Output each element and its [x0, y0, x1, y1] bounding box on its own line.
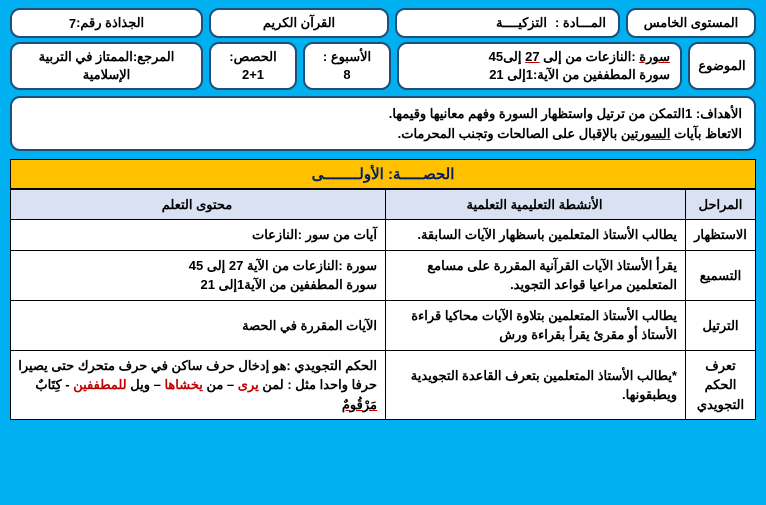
t1c: 27 — [525, 49, 539, 64]
topic-line2: سورة المطففين من الآية:1إلى 21 — [489, 66, 670, 84]
fiche-num: 7 — [69, 16, 76, 31]
t1e: 45 — [489, 49, 503, 64]
quran-box: القرآن الكريم — [209, 8, 389, 38]
t1d: إلى — [503, 49, 525, 64]
ref-val: الممتاز في التربية الإسلامية — [39, 49, 133, 82]
topic-value-box: سورة :النازعات من إلى 27 إلى45 سورة المط… — [397, 42, 682, 90]
c1b: سورة المطففين من الآية1إلى 21 — [17, 275, 377, 295]
stage-cell: تعرف الحكم التجويدي — [686, 350, 756, 420]
g1a: 1التمكن من ترتيل واستظهار السورة وفهم مع… — [389, 106, 696, 121]
ref-box: المرجع:الممتاز في التربية الإسلامية — [10, 42, 203, 90]
lesson-table: المراحل الأنشطة التعليمية التعلمية محتوى… — [10, 189, 756, 420]
stage-cell: التسميع — [686, 250, 756, 300]
act-cell: يقرأ الأستاذ الآيات القرآنية المقررة على… — [386, 250, 686, 300]
header-row-1: المستوى الخامس المـــادة : التزكيــــة ا… — [10, 8, 756, 38]
t2d: 21 — [489, 67, 503, 82]
sessions-box: الحصص: 2+1 — [209, 42, 297, 90]
table-row: تعرف الحكم التجويدي *يطالب الأستاذ المتع… — [11, 350, 756, 420]
table-row: الاستظهار يطالب الأستاذ المتعلمين باسظها… — [11, 220, 756, 251]
stage-cell: الترتيل — [686, 300, 756, 350]
content-cell: آيات من سور :النازعات — [11, 220, 386, 251]
goals-label: الأهداف: — [696, 106, 742, 121]
stage-cell: الاستظهار — [686, 220, 756, 251]
sessions-val: 2+1 — [242, 66, 264, 84]
content-cell: الآيات المقررة في الحصة — [11, 300, 386, 350]
ce: – ويل — [127, 377, 165, 392]
content-cell: سورة :النازعات من الآية 27 إلى 45 سورة ا… — [11, 250, 386, 300]
act-cell: *يطالب الأستاذ المتعلمين بتعرف القاعدة ا… — [386, 350, 686, 420]
c1a: سورة :النازعات من الآية 27 إلى 45 — [17, 256, 377, 276]
ch: مَرْقُومٌ — [342, 397, 377, 412]
topic-label-box: الموضوع — [688, 42, 756, 90]
t2b: 1 — [526, 67, 533, 82]
cb: يرى — [238, 377, 259, 392]
week-label: الأسبوع : — [323, 48, 371, 66]
subject-label: المـــادة : — [555, 15, 606, 31]
t2a: سورة المطففين من الآية: — [533, 67, 670, 82]
table-row: التسميع يقرأ الأستاذ الآيات القرآنية الم… — [11, 250, 756, 300]
sessions-label: الحصص: — [229, 48, 277, 66]
cg: - كِتَابٌ — [35, 377, 73, 392]
topic-line1: سورة :النازعات من إلى 27 إلى45 — [489, 48, 670, 66]
table-header-row: المراحل الأنشطة التعليمية التعلمية محتوى… — [11, 190, 756, 220]
level-box: المستوى الخامس — [626, 8, 756, 38]
g2a: الاتعاظ بآيات — [670, 126, 742, 141]
header-row-2: الموضوع سورة :النازعات من إلى 27 إلى45 س… — [10, 42, 756, 90]
subject-box: المـــادة : التزكيــــة — [395, 8, 620, 38]
subject-value: التزكيــــة — [496, 15, 547, 31]
act-cell: يطالب الأستاذ المتعلمين بتلاوة الآيات مح… — [386, 300, 686, 350]
act-cell: يطالب الأستاذ المتعلمين باسظهار الآيات ا… — [386, 220, 686, 251]
session-title: الحصـــــة: الأولــــــــى — [10, 159, 756, 189]
cf: للمطففين — [73, 377, 126, 392]
ref-label: المرجع: — [133, 49, 175, 64]
goal-2: الاتعاظ بآيات السورتين بالإقبال على الصا… — [24, 124, 742, 144]
table-row: الترتيل يطالب الأستاذ المتعلمين بتلاوة ا… — [11, 300, 756, 350]
ref-line: المرجع:الممتاز في التربية الإسلامية — [20, 48, 193, 84]
fiche-box: الجذاذة رقم: 7 — [10, 8, 203, 38]
goals-box: الأهداف: 1التمكن من ترتيل واستظهار السور… — [10, 96, 756, 151]
cd: يخشاها — [164, 377, 202, 392]
content-cell: الحكم التجويدي :هو إدخال حرف ساكن في حرف… — [11, 350, 386, 420]
goal-1: الأهداف: 1التمكن من ترتيل واستظهار السور… — [24, 104, 742, 124]
th-stage: المراحل — [686, 190, 756, 220]
g2b: السورتين — [621, 126, 671, 141]
t2c: إلى — [504, 67, 526, 82]
t1b: :النازعات من إلى — [540, 49, 640, 64]
cc: – من — [203, 377, 238, 392]
fiche-label: الجذاذة رقم: — [76, 15, 144, 31]
th-content: محتوى التعلم — [11, 190, 386, 220]
week-val: 8 — [343, 66, 350, 84]
week-box: الأسبوع : 8 — [303, 42, 391, 90]
g2c: بالإقبال على الصالحات وتجنب المحرمات. — [398, 126, 621, 141]
t1a: سورة — [639, 49, 670, 64]
th-activities: الأنشطة التعليمية التعلمية — [386, 190, 686, 220]
